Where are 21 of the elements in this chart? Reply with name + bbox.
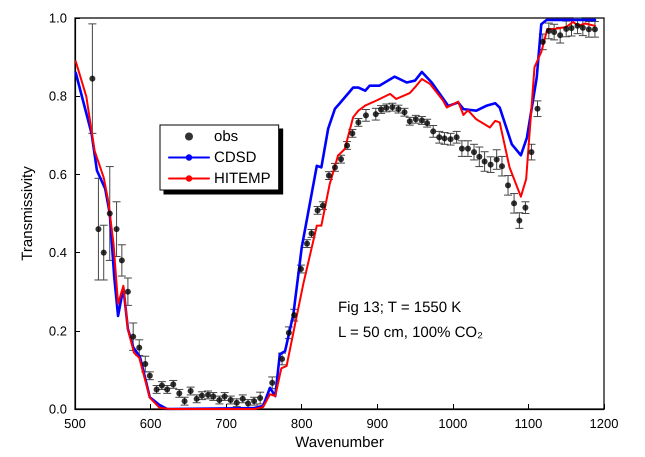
annotation: L = 50 cm, 100% CO₂ — [338, 324, 484, 341]
y-tick-label: 0.0 — [48, 402, 67, 416]
x-tick-label: 600 — [140, 416, 162, 431]
x-tick-label: 500 — [64, 416, 86, 431]
x-tick-label: 1100 — [514, 416, 542, 431]
x-tick-label: 1000 — [438, 416, 468, 431]
x-tick-label: 800 — [290, 416, 313, 431]
y-tick-label: 0.8 — [48, 88, 67, 104]
legend-label: CDSD — [214, 149, 257, 166]
y-tick-label: 0.6 — [48, 166, 67, 182]
y-tick-label: 0.4 — [48, 245, 67, 260]
y-tick-label: 0.2 — [48, 323, 67, 338]
legend-label: obs — [214, 128, 238, 145]
x-tick-label: 900 — [366, 416, 388, 431]
x-axis-title: Wavenumber — [295, 434, 384, 451]
y-tick-label: 1.0 — [48, 10, 67, 26]
annotation: Fig 13; T = 1550 K — [338, 299, 462, 316]
x-tick-label: 700 — [215, 416, 237, 431]
y-axis-title: Transmissivity — [19, 166, 36, 261]
legend-label: HITEMP — [214, 170, 271, 187]
x-tick-label: 1200 — [590, 416, 618, 431]
